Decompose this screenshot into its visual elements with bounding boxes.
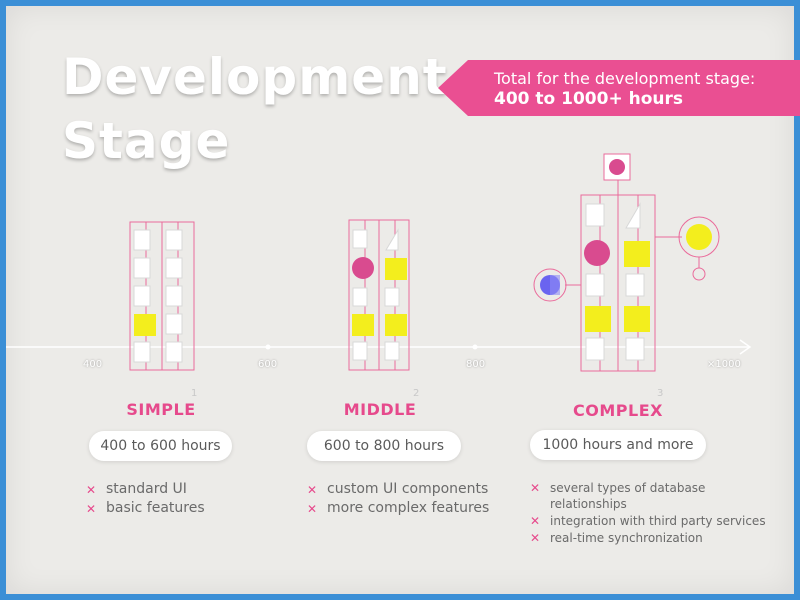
stage-2-hours: 600 to 800 hours [307,431,461,461]
yellow-block [385,258,407,280]
axis-dot [265,344,271,350]
x-icon: ✕ [530,531,541,545]
stage-2-number: 2 [413,388,420,399]
x-icon: ✕ [86,483,97,497]
stage-2-feature: more complex features [327,500,490,516]
stage-3-number: 3 [657,388,664,399]
small-node-icon [692,267,706,281]
title-line-2: Stage [62,112,231,170]
x-icon: ✕ [86,502,97,516]
yellow-block [585,306,611,332]
stage-3-feature-continued: relationships [550,497,627,511]
x-icon: ✕ [307,483,318,497]
triangle-shape [385,228,399,251]
stage-3-feature: several types of database [550,481,706,495]
x-icon: ✕ [307,502,318,516]
banner-line-2: 400 to 1000+ hours [494,89,683,109]
yellow-block [624,241,650,267]
stage-2-name: MIDDLE [343,400,417,419]
stage-2-feature: custom UI components [327,481,489,497]
tick-1000: ×1000 [707,359,741,370]
pink-circle [352,257,374,279]
stage-1-columns [129,221,195,371]
yellow-block [385,314,407,336]
blue-node-ring [533,268,567,302]
stage-3-feature: real-time synchronization [550,531,703,545]
stage-3-name: COMPLEX [573,401,663,420]
stage-3-hours: 1000 hours and more [530,430,706,460]
stage-3-feature: integration with third party services [550,514,766,528]
stage-1-feature: standard UI [106,481,187,497]
pink-circle [584,240,610,266]
yellow-block [134,314,156,336]
stage-1-feature: basic features [106,500,205,516]
total-banner: Total for the development stage: 400 to … [438,60,800,116]
title-line-1: Development [62,48,448,106]
yellow-node-icon [686,224,712,250]
yellow-block [624,306,650,332]
banner-line-1: Total for the development stage: [494,69,756,88]
stage-1-name: SIMPLE [126,400,196,419]
axis-dot [472,344,478,350]
stage-1-hours: 400 to 600 hours [89,431,232,461]
axis-arrow-icon [739,339,752,355]
tick-800: 800 [466,359,486,370]
x-icon: ✕ [530,514,541,528]
stage-3-columns [533,153,720,372]
tick-400: 400 [83,359,103,370]
tick-600: 600 [258,359,278,370]
yellow-block [352,314,374,336]
triangle-shape [625,202,641,229]
stage-1-number: 1 [191,388,198,399]
x-icon: ✕ [530,481,541,495]
stage-2-columns [348,219,410,371]
top-node-circle [609,159,625,175]
